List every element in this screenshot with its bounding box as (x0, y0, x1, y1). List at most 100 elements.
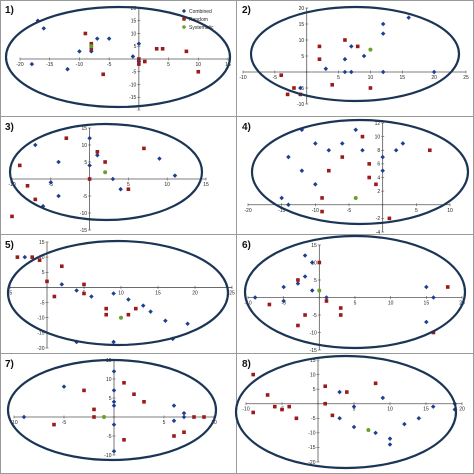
point-random (387, 216, 392, 221)
x-tick-label: 5 (415, 208, 418, 214)
point-random (95, 150, 100, 154)
x-tick-label: -10 (242, 407, 249, 413)
point-combined (111, 422, 117, 427)
y-tick-label: 20 (131, 6, 137, 12)
point-random (367, 162, 371, 166)
point-random (137, 57, 141, 61)
x-tick-label: 10 (387, 407, 393, 413)
point-random (104, 312, 108, 317)
y-tick-label: 4 (377, 175, 380, 181)
x-tick-label: -5 (281, 301, 286, 307)
point-random (52, 422, 56, 427)
point-random (30, 255, 34, 259)
panel-label: 3) (5, 122, 14, 133)
point-combined (111, 339, 116, 345)
point-random (202, 415, 206, 419)
y-tick-label: 10 (39, 255, 45, 261)
legend-entry: Systematic (189, 25, 214, 31)
point-combined (313, 182, 318, 187)
point-combined (342, 56, 348, 62)
point-random (143, 59, 147, 64)
legend-marker-random (182, 17, 186, 21)
x-tick-label: -20 (244, 208, 251, 214)
y-tick-label: 8 (377, 148, 380, 154)
confidence-ellipse (234, 354, 458, 470)
point-combined (95, 152, 100, 158)
point-random (287, 404, 291, 409)
y-tick-label: 15 (39, 240, 45, 246)
point-random (142, 400, 146, 404)
point-combined (130, 54, 136, 59)
x-tick-label: 15 (423, 407, 429, 413)
point-random (317, 57, 322, 61)
point-random (33, 197, 38, 202)
point-combined (402, 421, 407, 427)
point-random (280, 407, 284, 412)
point-combined (337, 416, 342, 421)
point-random (374, 182, 378, 187)
confidence-ellipse (250, 118, 470, 226)
panel-label: 6) (242, 240, 251, 251)
point-combined (111, 448, 117, 454)
point-combined (185, 321, 190, 327)
point-combined (380, 21, 386, 27)
x-tick-label: 5 (127, 182, 130, 188)
confidence-ellipse (6, 358, 218, 462)
point-combined (299, 168, 305, 173)
point-random (273, 404, 277, 409)
legend-entry: Combined (189, 9, 212, 15)
point-random (45, 279, 49, 284)
y-tick-label: 5 (134, 44, 137, 50)
confidence-ellipse (6, 239, 230, 347)
point-random (52, 294, 57, 299)
x-tick-label: -10 (312, 208, 319, 214)
y-tick-label: 10 (310, 372, 316, 378)
point-combined (309, 260, 315, 265)
point-combined (393, 147, 399, 153)
point-random (343, 38, 347, 42)
point-random (324, 299, 329, 303)
x-tick-label: 15 (155, 290, 161, 296)
point-random (251, 372, 255, 377)
x-tick-label: 10 (388, 301, 394, 307)
y-tick-label: 15 (310, 358, 316, 364)
point-combined (380, 69, 386, 75)
y-tick-label: 5 (314, 278, 317, 284)
point-random (192, 415, 196, 419)
x-tick-label: -5 (107, 62, 112, 68)
point-systematic (102, 415, 106, 419)
point-combined (361, 53, 367, 59)
point-combined (406, 15, 411, 20)
point-combined (118, 186, 123, 192)
x-tick-label: -10 (10, 420, 17, 426)
x-tick-label: -10 (239, 75, 246, 81)
point-random (142, 146, 146, 151)
point-random (60, 264, 64, 269)
point-random (317, 260, 322, 265)
point-systematic (89, 44, 94, 49)
point-random (126, 312, 131, 317)
y-tick-label: -20 (308, 460, 315, 466)
panel-label: 8) (242, 359, 251, 370)
point-random (103, 160, 107, 164)
point-combined (373, 430, 378, 436)
point-random (345, 390, 349, 394)
point-random (10, 214, 14, 219)
point-combined (424, 319, 429, 325)
point-random (126, 187, 131, 191)
point-combined (157, 156, 162, 161)
point-random (265, 393, 270, 397)
x-tick-label: -10 (8, 182, 15, 188)
point-combined (380, 168, 385, 173)
point-combined (281, 298, 286, 304)
panel-label: 7) (5, 359, 14, 370)
confidence-ellipse (4, 5, 232, 109)
point-combined (171, 418, 177, 424)
y-tick-label: -5 (107, 434, 112, 440)
point-random (92, 407, 96, 412)
x-tick-label: 5 (337, 75, 340, 81)
y-tick-label: 15 (82, 126, 88, 132)
y-tick-label: 2 (377, 189, 380, 195)
x-tick-label: -5 (273, 75, 278, 81)
